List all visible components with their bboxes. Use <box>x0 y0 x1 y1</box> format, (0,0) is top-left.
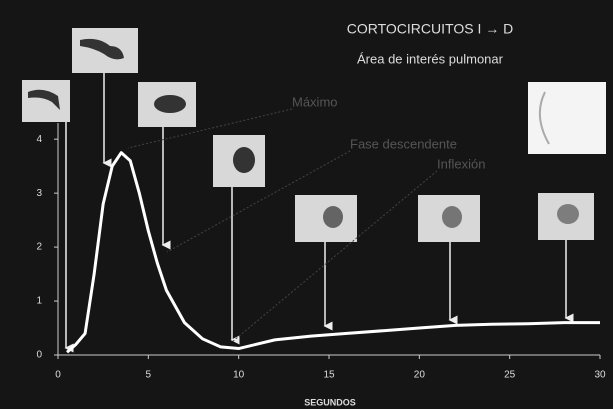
y-tick-label: 4 <box>36 134 42 145</box>
annotation: Máximo <box>292 94 338 109</box>
x-tick-label: 25 <box>504 370 516 381</box>
x-tick-label: 10 <box>233 370 245 381</box>
y-tick-label: 1 <box>36 296 42 307</box>
chart-subtitle: Área de interés pulmonar <box>357 51 504 66</box>
x-tick-label: 5 <box>146 370 152 381</box>
y-tick-label: 0 <box>36 350 42 361</box>
y-tick-label: 3 <box>36 188 42 199</box>
x-tick-label: 30 <box>594 370 606 381</box>
annotation: Fase descendente <box>350 136 457 151</box>
y-tick-label: 2 <box>36 242 42 253</box>
x-tick-label: 20 <box>414 370 426 381</box>
chart: CORTOCIRCUITOS I → D Área de interés pul… <box>0 0 613 409</box>
x-tick-label: 0 <box>55 370 61 381</box>
annotation: Inflexión <box>437 156 485 171</box>
x-tick-label: 15 <box>323 370 335 381</box>
chart-title: CORTOCIRCUITOS I → D <box>347 21 513 37</box>
x-axis-label: SEGUNDOS <box>304 397 356 407</box>
